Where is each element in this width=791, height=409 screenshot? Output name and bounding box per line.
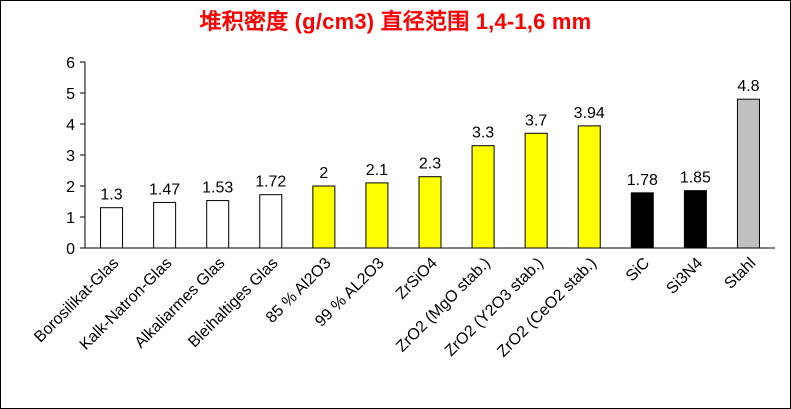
data-label: 1.3 xyxy=(100,187,122,204)
category-label: ZrSiO4 xyxy=(393,255,441,303)
data-labels: 1.3 1.47 1.53 1.72 2 2.1 2.3 3.3 3.7 3.94 1.78 1.85… xyxy=(100,78,759,204)
data-label: 3.3 xyxy=(472,125,494,142)
category-label: Stahl xyxy=(721,255,759,293)
data-label: 3.94 xyxy=(574,105,605,122)
chart-title: 堆积密度 (g/cm3) 直径范围 1,4-1,6 mm xyxy=(199,9,592,34)
bars xyxy=(100,98,760,249)
bar xyxy=(312,185,336,249)
bar xyxy=(630,192,654,249)
y-tick-label: 3 xyxy=(66,148,75,165)
data-label: 3.7 xyxy=(525,112,547,129)
category-label: ZrO2 (Y2O3 stab.) xyxy=(442,255,547,360)
bar xyxy=(577,125,601,249)
category-label: ZrO2 (CeO2 stab.) xyxy=(494,255,600,361)
data-label: 1.53 xyxy=(202,180,233,197)
y-tick-label: 4 xyxy=(66,117,75,134)
bar xyxy=(365,182,389,249)
category-label: ZrO2 (MgO stab.) xyxy=(393,255,494,356)
y-tick-label: 0 xyxy=(66,241,75,258)
bar xyxy=(471,145,495,249)
y-tick-label: 2 xyxy=(66,179,75,196)
data-label: 2.1 xyxy=(366,162,388,179)
category-label: Si3N4 xyxy=(663,255,706,298)
bar xyxy=(736,98,760,249)
data-label: 1.47 xyxy=(149,181,180,198)
category-label: Kalk-Natron-Glas xyxy=(77,255,176,354)
bar xyxy=(418,176,442,249)
data-label: 1.72 xyxy=(255,174,286,191)
category-label: Alkaliarmes Glas xyxy=(132,255,229,352)
bar xyxy=(100,207,124,249)
bar xyxy=(259,194,283,249)
y-tick-label: 1 xyxy=(66,210,75,227)
data-label: 1.78 xyxy=(627,172,658,189)
category-label: SiC xyxy=(623,255,653,285)
category-labels: Borosilikat-GlasKalk-Natron-GlasAlkaliar… xyxy=(31,255,759,361)
data-label: 2.3 xyxy=(419,156,441,173)
bar xyxy=(206,200,230,249)
data-label: 4.8 xyxy=(737,78,759,95)
y-tick-label: 6 xyxy=(66,55,75,72)
bar xyxy=(524,132,548,249)
y-tick-label: 5 xyxy=(66,86,75,103)
data-label: 2 xyxy=(319,165,328,182)
category-label: Bleihaltiges Glas xyxy=(185,255,281,351)
bar xyxy=(153,201,177,249)
bar xyxy=(683,190,707,249)
data-label: 1.85 xyxy=(680,170,711,187)
